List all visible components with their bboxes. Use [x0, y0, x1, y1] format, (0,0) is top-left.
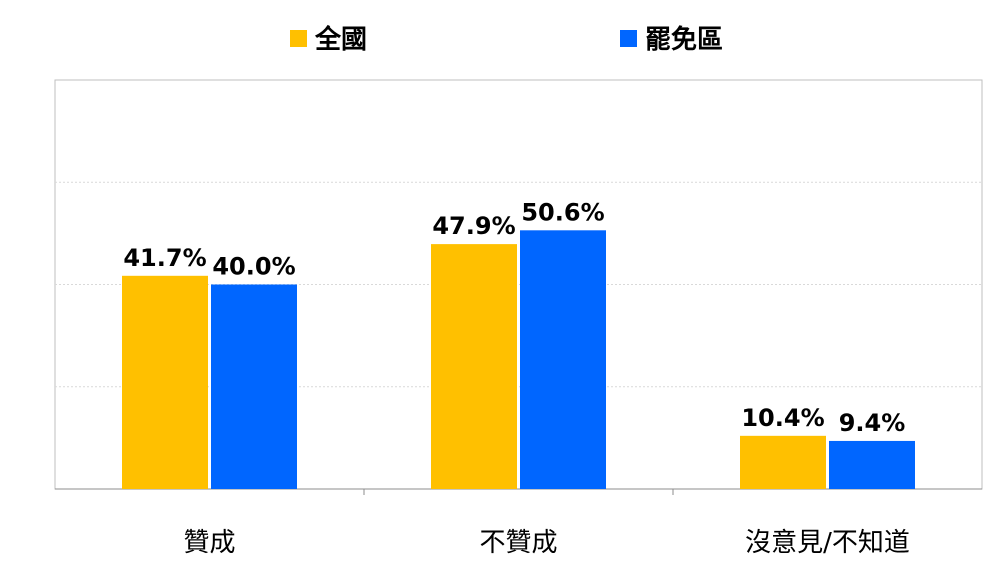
legend-label-0: 全國 — [314, 24, 367, 55]
data-label-1-0: 40.0% — [212, 253, 295, 281]
bar-1-2 — [829, 440, 915, 489]
bar-0-0 — [122, 275, 208, 489]
bar-0-2 — [740, 435, 826, 489]
data-label-1-1: 50.6% — [521, 198, 604, 226]
category-label-0: 贊成 — [183, 528, 235, 558]
bar-0-1 — [431, 244, 517, 489]
data-label-0-0: 41.7% — [123, 244, 206, 272]
legend-swatch-0 — [290, 30, 307, 47]
legend-label-1: 罷免區 — [645, 24, 723, 55]
legend-swatch-1 — [620, 30, 637, 47]
category-label-1: 不贊成 — [479, 528, 557, 558]
data-label-1-2: 9.4% — [839, 409, 906, 437]
bar-1-0 — [211, 284, 297, 489]
bar-1-1 — [520, 230, 606, 489]
category-label-2: 沒意見/不知道 — [745, 528, 910, 558]
data-label-0-1: 47.9% — [432, 212, 515, 240]
data-label-0-2: 10.4% — [741, 404, 824, 432]
